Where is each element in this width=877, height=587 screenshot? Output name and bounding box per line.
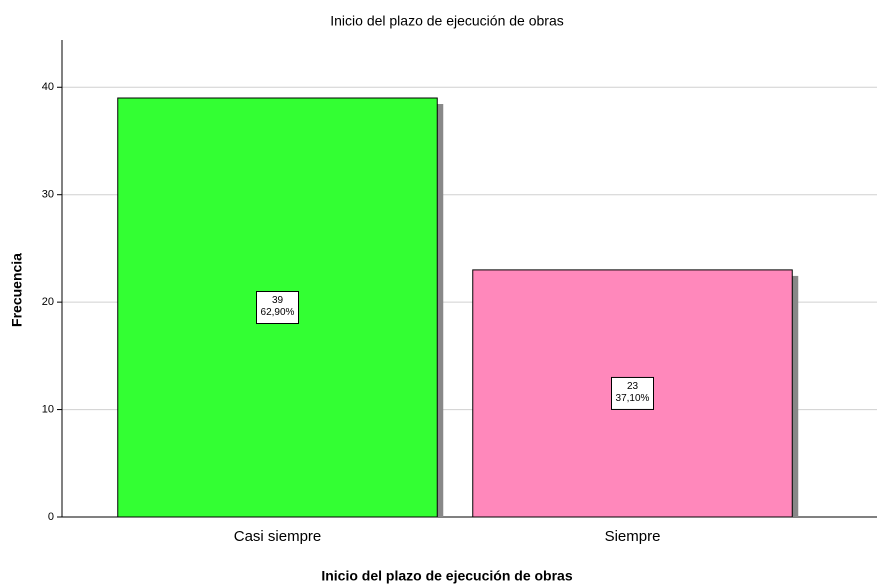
y-tick-label: 20	[42, 296, 54, 308]
data-label: 23	[627, 381, 639, 392]
y-tick-label: 40	[42, 81, 54, 93]
x-tick-label: Siempre	[605, 528, 661, 545]
y-tick-label: 30	[42, 189, 54, 201]
x-axis-title: Inicio del plazo de ejecución de obras	[321, 568, 572, 584]
data-label-box	[611, 376, 654, 410]
data-label: 37,10%	[616, 393, 650, 404]
x-tick-label: Casi siempre	[234, 528, 322, 545]
chart-title: Inicio del plazo de ejecución de obras	[330, 13, 564, 29]
data-label-box	[256, 291, 299, 325]
y-axis-title: Frecuencia	[9, 253, 25, 327]
y-tick-label: 10	[42, 403, 54, 415]
y-tick-label: 0	[48, 511, 54, 523]
data-label: 62,90%	[261, 307, 295, 318]
data-label: 39	[272, 295, 284, 306]
